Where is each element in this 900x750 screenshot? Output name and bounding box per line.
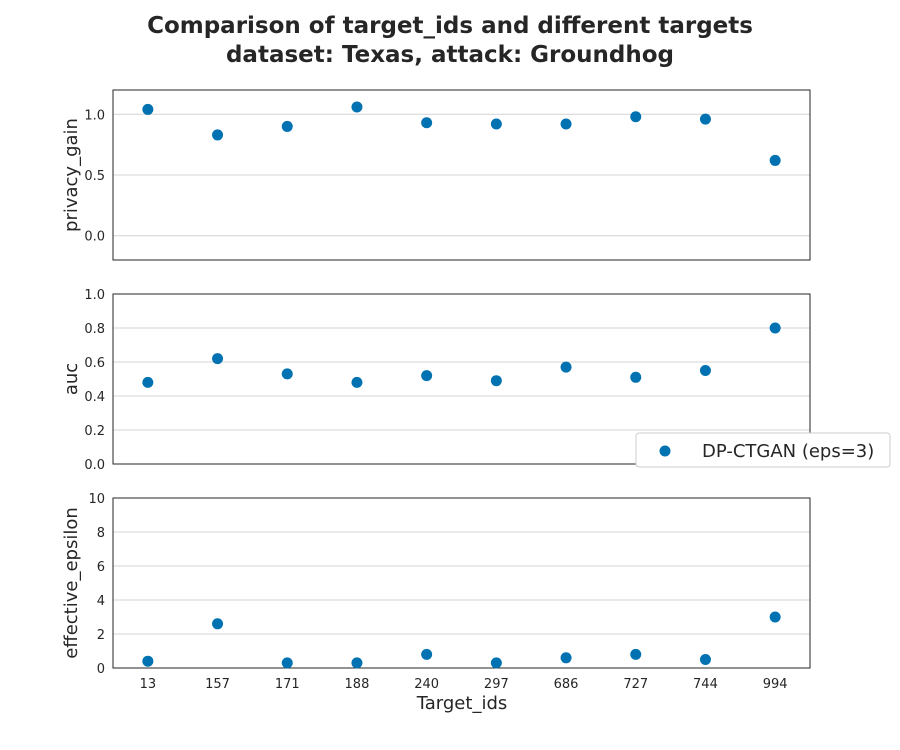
y-tick-label: 0 — [97, 662, 105, 677]
data-point — [142, 103, 154, 115]
data-point — [212, 353, 224, 365]
x-tick-label: 994 — [763, 677, 788, 692]
legend-label: DP-CTGAN (eps=3) — [702, 441, 874, 462]
data-point — [421, 117, 433, 129]
y-tick-label: 0.4 — [84, 390, 105, 405]
data-point — [421, 370, 433, 382]
data-point — [699, 654, 711, 665]
data-point — [699, 365, 711, 376]
subplot-3: 0 2 4 6 8 10 effective_epsilon 13 157 171 188 240 29… — [61, 492, 811, 692]
data-point — [630, 371, 642, 383]
data-point — [699, 113, 711, 125]
data-point — [281, 657, 293, 669]
data-point — [630, 648, 642, 660]
chart-title-line-1: Comparison of target_ids and different t… — [147, 13, 753, 39]
data-point — [281, 120, 293, 132]
x-tick-label: 188 — [345, 677, 370, 692]
data-point — [142, 376, 154, 388]
data-point — [281, 368, 293, 380]
plot-frame — [112, 497, 811, 669]
y-axis-label: privacy_gain — [61, 118, 82, 232]
y-axis-label: effective_epsilon — [61, 507, 82, 659]
y-tick-label: 0.2 — [84, 424, 105, 439]
plot-frame — [112, 293, 811, 465]
data-point — [212, 129, 224, 141]
y-tick-label: 8 — [97, 526, 105, 541]
data-point — [212, 618, 224, 630]
data-point — [630, 111, 642, 123]
x-tick-label: 171 — [275, 677, 300, 692]
x-tick-label: 240 — [414, 677, 439, 692]
data-point — [142, 655, 154, 667]
data-point — [351, 101, 363, 113]
y-tick-label: 0.8 — [84, 322, 105, 337]
y-tick-label: 0.0 — [84, 458, 105, 473]
y-tick-label: 10 — [88, 492, 105, 507]
data-point — [560, 118, 572, 130]
data-point — [560, 652, 572, 664]
data-point — [769, 611, 781, 623]
y-tick-label: 6 — [97, 560, 105, 575]
y-tick-label: 0.6 — [84, 356, 105, 371]
x-tick-label: 13 — [140, 677, 157, 692]
x-tick-label: 727 — [623, 677, 648, 692]
y-tick-label: 2 — [97, 628, 105, 643]
y-tick-label: 0.5 — [84, 169, 105, 184]
data-point — [560, 361, 572, 373]
y-tick-label: 1.0 — [84, 108, 105, 123]
data-point — [490, 118, 502, 130]
y-axis-label: auc — [61, 363, 82, 395]
data-point — [769, 322, 781, 334]
legend-marker — [659, 445, 671, 457]
plot-frame — [112, 89, 811, 261]
x-tick-label: 744 — [693, 677, 718, 692]
x-tick-label: 686 — [554, 677, 579, 692]
x-tick-label: 297 — [484, 677, 509, 692]
y-tick-label: 1.0 — [84, 288, 105, 303]
data-point — [351, 657, 363, 669]
legend: DP-CTGAN (eps=3) — [635, 432, 891, 468]
data-point — [490, 375, 502, 387]
legend-box — [635, 432, 891, 468]
x-tick-label: 157 — [205, 677, 230, 692]
x-axis-label: Target_ids — [416, 693, 508, 714]
chart-title-line-2: dataset: Texas, attack: Groundhog — [226, 42, 674, 68]
data-point — [421, 648, 433, 660]
data-point — [351, 376, 363, 388]
data-point — [769, 154, 781, 166]
subplots: 0.00.51.0privacy_gain0.00.20.40.60.81.0a… — [61, 89, 811, 692]
y-tick-label: 4 — [97, 594, 105, 609]
data-point — [490, 657, 502, 669]
y-tick-label: 0.0 — [84, 230, 105, 245]
